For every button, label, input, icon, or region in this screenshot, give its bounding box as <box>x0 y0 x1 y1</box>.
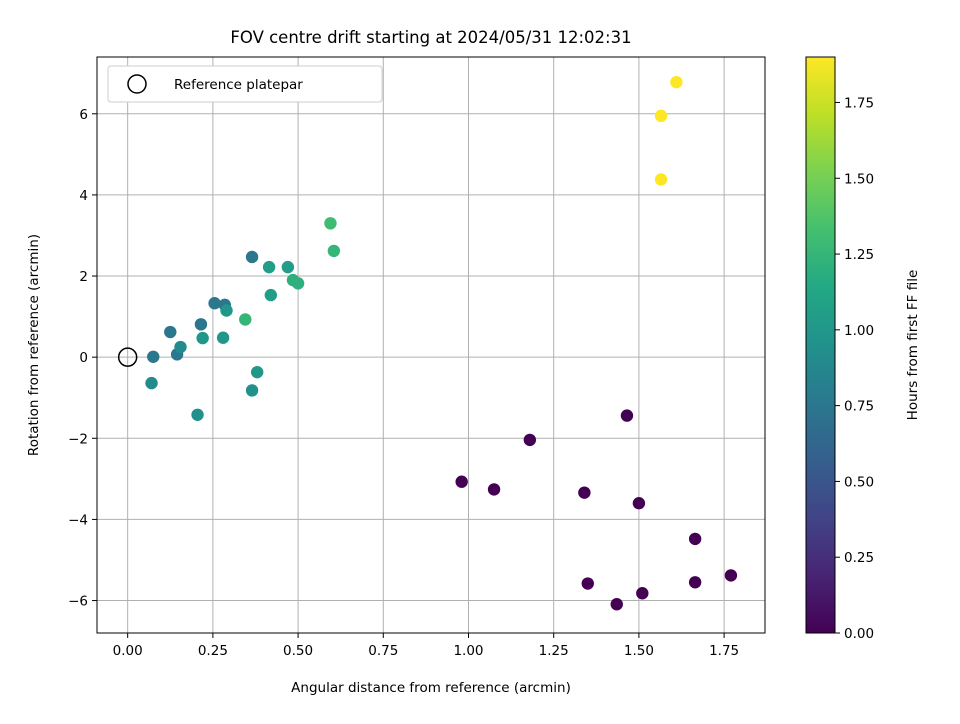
data-point <box>487 483 501 496</box>
data-point <box>724 569 738 582</box>
data-points <box>145 75 738 611</box>
legend-box <box>107 65 383 103</box>
colorbar-ticks: 0.00 0.25 0.50 0.75 1.00 1.25 1.50 1.75 <box>835 95 874 642</box>
y-tick-label: −6 <box>68 594 88 610</box>
x-tick-label: 1.50 <box>624 643 654 659</box>
x-tick-label: 1.00 <box>453 643 483 659</box>
data-point <box>632 496 646 510</box>
data-point <box>220 304 233 317</box>
x-axis-ticks: 0.00 0.25 0.50 0.75 1.00 1.25 1.50 1.75 <box>113 633 739 659</box>
colorbar-tick-label: 1.00 <box>844 323 874 339</box>
data-point <box>523 433 537 447</box>
data-point <box>239 313 252 326</box>
chart-title: FOV centre drift starting at 2024/05/31 … <box>230 28 631 47</box>
data-point <box>145 376 158 390</box>
data-point <box>147 350 160 363</box>
data-point <box>250 365 264 379</box>
colorbar-tick-label: 0.50 <box>844 474 874 490</box>
y-axis-ticks: −6 −4 −2 0 2 4 6 <box>68 107 97 610</box>
data-point <box>174 340 187 354</box>
data-point <box>264 288 278 302</box>
data-point <box>191 408 204 421</box>
legend: Reference platepar <box>107 65 383 103</box>
data-point <box>654 173 668 186</box>
data-point <box>164 325 177 339</box>
x-tick-label: 0.25 <box>198 643 228 659</box>
reference-platepar-marker <box>117 347 138 367</box>
data-point <box>636 587 649 600</box>
y-tick-label: 2 <box>79 269 88 285</box>
data-point <box>208 297 221 310</box>
data-point <box>620 409 634 422</box>
colorbar-tick-label: 0.00 <box>844 626 874 642</box>
data-point <box>245 384 259 397</box>
data-point <box>688 576 702 589</box>
colorbar: 0.00 0.25 0.50 0.75 1.00 1.25 1.50 1.75 Hours f… <box>805 56 921 642</box>
colorbar-label: Hours from first FF file <box>905 270 921 421</box>
colorbar-tick-label: 0.75 <box>844 399 874 415</box>
colorbar-tick-label: 1.25 <box>844 247 874 263</box>
data-point <box>245 250 259 264</box>
legend-label: Reference platepar <box>174 77 303 93</box>
data-point <box>688 532 702 546</box>
data-point <box>194 318 208 331</box>
plot-frame <box>96 56 766 634</box>
data-point <box>216 331 230 344</box>
data-point <box>455 475 468 488</box>
x-axis-label: Angular distance from reference (arcmin) <box>291 680 571 696</box>
x-tick-label: 0.75 <box>368 643 398 659</box>
data-point <box>578 486 591 499</box>
x-tick-label: 1.25 <box>539 643 569 659</box>
data-point <box>291 277 305 290</box>
grid-lines <box>97 57 765 633</box>
data-point <box>327 244 341 258</box>
data-point <box>654 109 668 123</box>
data-point <box>324 217 337 230</box>
legend-marker <box>127 74 147 94</box>
colorbar-gradient <box>805 56 836 634</box>
colorbar-tick-label: 0.25 <box>844 550 874 566</box>
data-point <box>281 260 295 274</box>
y-axis-label: Rotation from reference (arcmin) <box>26 234 42 456</box>
y-tick-label: −2 <box>68 431 88 447</box>
data-point <box>262 260 276 274</box>
data-point <box>610 598 623 611</box>
colorbar-tick-label: 1.75 <box>844 95 874 111</box>
y-tick-label: 4 <box>79 188 88 204</box>
x-tick-label: 0.00 <box>113 643 143 659</box>
x-tick-label: 1.75 <box>709 643 739 659</box>
x-tick-label: 0.50 <box>283 643 313 659</box>
y-tick-label: −4 <box>68 512 88 528</box>
data-point <box>196 331 209 345</box>
y-tick-label: 6 <box>79 107 88 123</box>
data-point <box>581 577 594 590</box>
data-point <box>670 75 683 89</box>
colorbar-tick-label: 1.50 <box>844 171 874 187</box>
y-tick-label: 0 <box>79 350 88 366</box>
